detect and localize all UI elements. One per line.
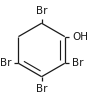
Text: OH: OH <box>72 32 88 42</box>
Text: Br: Br <box>72 58 84 68</box>
Text: Br: Br <box>0 58 11 68</box>
Text: Br: Br <box>36 84 47 92</box>
Text: Br: Br <box>36 6 47 16</box>
